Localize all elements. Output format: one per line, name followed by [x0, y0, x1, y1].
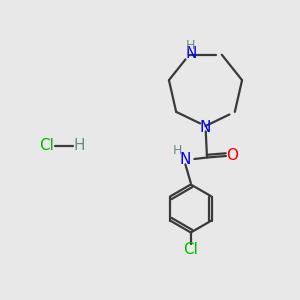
- Text: O: O: [226, 148, 238, 164]
- Text: N: N: [180, 152, 191, 166]
- Text: N: N: [200, 120, 211, 135]
- Text: N: N: [185, 46, 196, 61]
- Text: Cl: Cl: [39, 138, 54, 153]
- Text: H: H: [74, 138, 85, 153]
- Text: H: H: [186, 39, 195, 52]
- Text: H: H: [172, 144, 182, 158]
- Text: Cl: Cl: [183, 242, 198, 256]
